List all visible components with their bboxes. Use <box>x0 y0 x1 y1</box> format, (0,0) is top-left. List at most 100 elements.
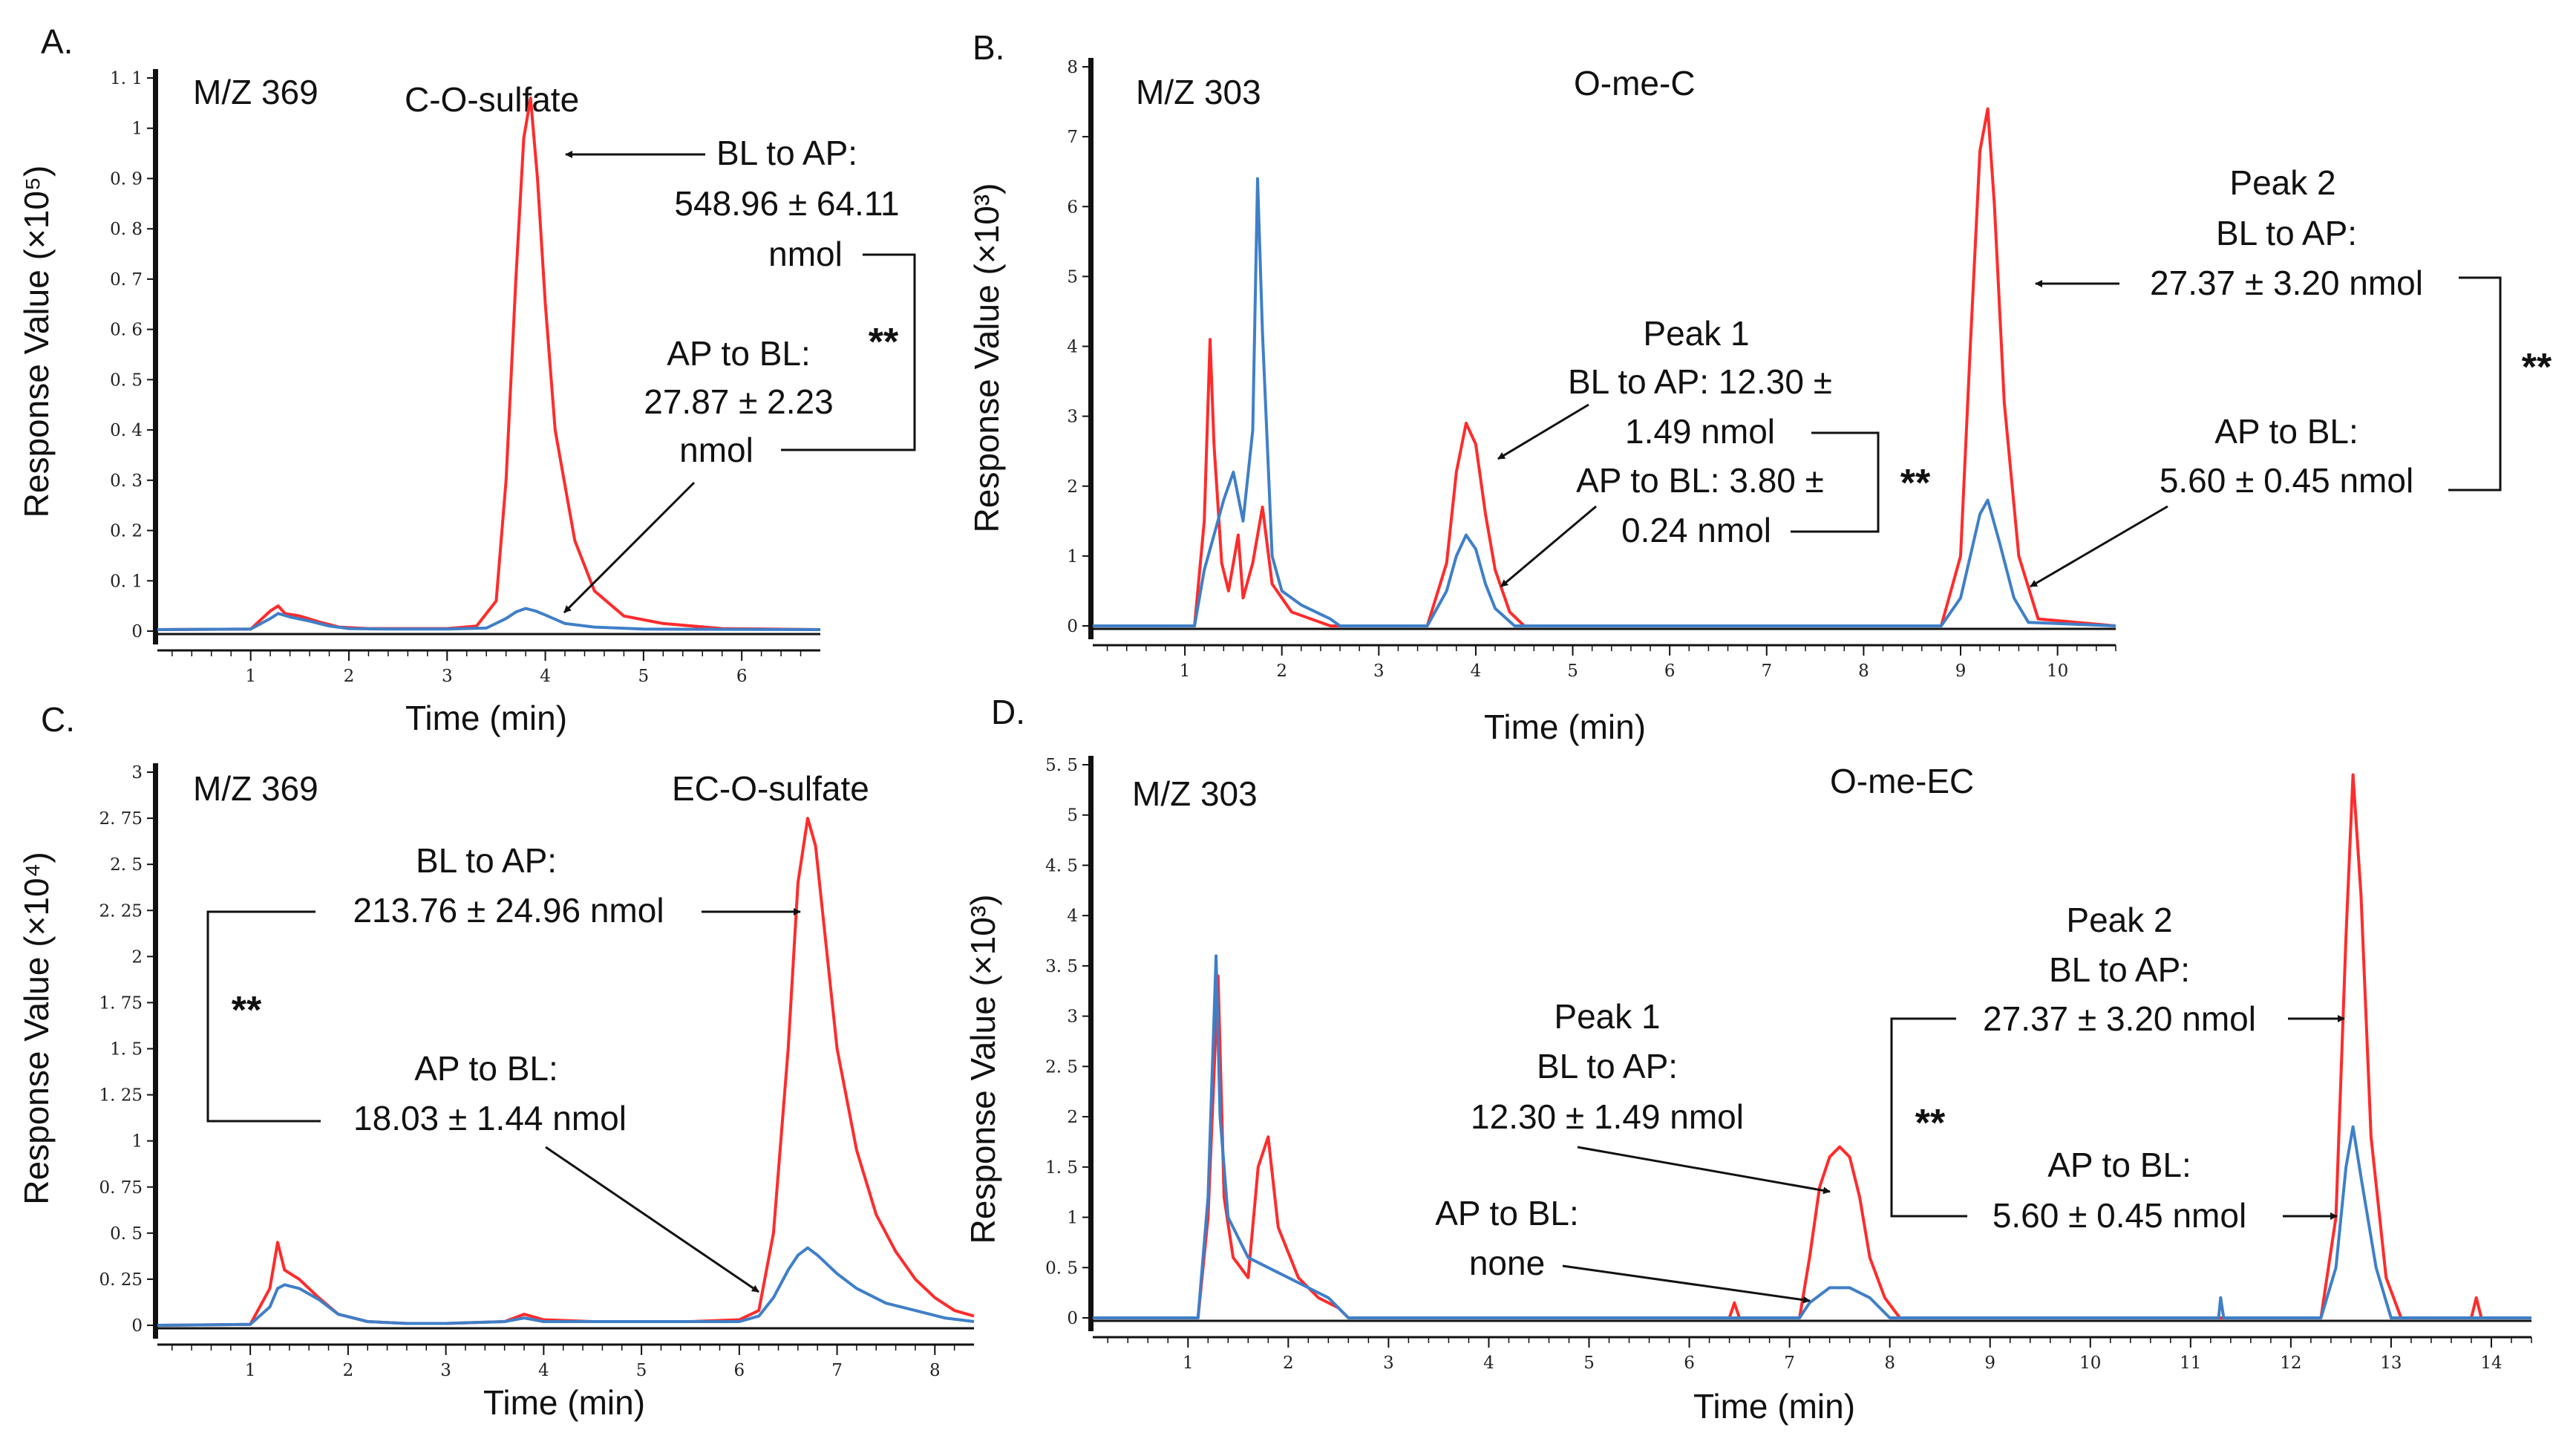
panel-d-y-tick-label: 0 <box>1067 1309 1078 1328</box>
panel-d-peak1-bl-line1: BL to AP: <box>1537 1047 1678 1085</box>
panel-b-peak1-arrow-ap <box>1500 505 1597 588</box>
panel-b-x-tick-label: 4 <box>1471 662 1482 681</box>
panel-b-y-tick-label: 5 <box>1067 267 1078 287</box>
panel-c-x-tick-label: 2 <box>343 1361 354 1380</box>
panel-c-ann-ap-line1: AP to BL: <box>414 1049 558 1088</box>
panel-d-y-tick-label: 5. 5 <box>1045 756 1078 775</box>
panel-b-x-tick-label: 2 <box>1276 662 1287 681</box>
panel-b-x-tick-label: 7 <box>1761 662 1772 681</box>
panel-a-label: A. <box>41 22 73 61</box>
panel-d-peak1-label: Peak 1 <box>1554 997 1660 1036</box>
panel-d-x-tick-label: 8 <box>1884 1354 1895 1373</box>
panel-d-peak2: Peak 2 BL to AP: 27.37 ± 3.20 nmol AP to… <box>1890 901 2345 1235</box>
panel-c-ann-bl-line1: BL to AP: <box>416 841 557 880</box>
panel-c-y-tick-label: 0. 5 <box>110 1224 143 1244</box>
panel-a-x-tick-label: 3 <box>442 667 453 686</box>
panel-d-plot <box>1093 773 2531 1319</box>
panel-c-y-tick-label: 2 <box>131 947 143 967</box>
panel-a-series-bl-to-ap <box>157 97 821 631</box>
panel-a-arrow-ap-bl <box>563 481 696 614</box>
panel-c-ann: BL to AP: 213.76 ± 24.96 nmol AP to BL: … <box>206 841 801 1293</box>
panel-d-peak1: Peak 1 BL to AP: 12.30 ± 1.49 nmol AP to… <box>1435 997 1831 1304</box>
panel-b-title: O-me-C <box>1574 64 1696 102</box>
panel-d-x-tick-label: 14 <box>2480 1354 2502 1373</box>
panel-c-x-tick-label: 7 <box>831 1361 843 1380</box>
panel-d-x-tick-label: 1 <box>1183 1354 1194 1373</box>
panel-a-y-tick-label: 1 <box>131 120 143 139</box>
panel-b-x-tick-label: 3 <box>1373 662 1385 681</box>
panel-a-x-tick-label: 2 <box>344 667 355 686</box>
panel-a-ann-bl-ap-line1: BL to AP: <box>716 134 857 172</box>
panel-b: B. M/Z 303 O-me-C Time (min) Response Va… <box>967 28 2552 746</box>
panel-b-y-tick-label: 2 <box>1067 477 1078 497</box>
panel-b-peak2-ap-line1: AP to BL: <box>2214 412 2358 451</box>
panel-a-ann-ap-bl-line3: nmol <box>679 431 753 469</box>
panel-b-plot <box>1093 107 2116 627</box>
panel-d-peak1-bl-line2: 12.30 ± 1.49 nmol <box>1471 1097 1744 1136</box>
panel-b-peak1-significance: ** <box>1900 462 1931 505</box>
panel-d-x-tick-label: 9 <box>1984 1354 1995 1373</box>
panel-a-y-tick-label: 0. 4 <box>110 421 143 440</box>
panel-d-peak1-ap-line1: AP to BL: <box>1435 1194 1579 1232</box>
panel-d-x-tick-label: 5 <box>1583 1354 1595 1373</box>
panel-d-series-ap-to-bl <box>1093 954 2531 1319</box>
panel-b-peak2-bracket <box>2448 276 2502 492</box>
panel-c-arrow-ap <box>545 1146 759 1293</box>
panel-d-series-bl-to-ap <box>1093 773 2531 1319</box>
panel-b-peak1-bracket <box>1791 431 1880 533</box>
panel-d-peak2-ap-line2: 5.60 ± 0.45 nmol <box>1993 1196 2246 1235</box>
panel-b-peak1-label: Peak 1 <box>1643 314 1749 353</box>
panel-b-x-tick-label: 10 <box>2047 662 2068 681</box>
panel-d-title: O-me-EC <box>1830 762 1974 800</box>
panel-b-y-tick-label: 8 <box>1067 58 1078 77</box>
panel-c-axes: 0 0. 25 0. 5 0. 75 1 1. 25 1. 5 1. 75 2 2. 25 2. 5… <box>99 763 974 1380</box>
panel-c-ann-ap-line2: 18.03 ± 1.44 nmol <box>353 1099 627 1137</box>
panel-a-plot <box>157 97 821 631</box>
panel-d-y-tick-label: 1 <box>1067 1209 1078 1228</box>
panel-a-y-tick-label: 0. 7 <box>110 270 143 290</box>
panel-d-axes: 00. 511. 522. 533. 544. 555. 51 2 3 4 5 6 7 8 9 1… <box>1045 756 2532 1373</box>
panel-c-y-tick-label: 0. 75 <box>99 1178 143 1198</box>
panel-d-y-tick-label: 4 <box>1067 907 1078 926</box>
panel-b-series-ap-to-bl <box>1093 177 2116 627</box>
panel-d-significance: ** <box>1915 1102 1946 1145</box>
panel-c-y-tick-label: 1. 75 <box>99 993 143 1013</box>
panel-a-ylabel: Response Value (×10⁵) <box>17 166 56 518</box>
panel-b-x-tick-label: 5 <box>1567 662 1578 681</box>
panel-a-significance: ** <box>869 321 899 364</box>
panel-a-ann-bl-ap-line3: nmol <box>768 235 843 273</box>
panel-c-y-tick-label: 1. 5 <box>110 1040 143 1059</box>
panel-b-peak2-bl-line1: BL to AP: <box>2216 214 2357 252</box>
panel-d-x-tick-label: 2 <box>1283 1354 1294 1373</box>
panel-c-y-tick-label: 3 <box>131 763 143 783</box>
panel-d-y-tick-label: 1. 5 <box>1045 1158 1078 1178</box>
panel-b-y-tick-label: 6 <box>1067 197 1078 217</box>
panel-b-peak1-bl-line1: BL to AP: 12.30 ± <box>1568 362 1832 401</box>
panel-d-y-tick-label: 3. 5 <box>1045 957 1078 976</box>
panel-d-xlabel: Time (min) <box>1693 1387 1855 1426</box>
panel-a-bracket <box>781 253 916 451</box>
panel-b-peak1-ap-line1: AP to BL: 3.80 ± <box>1576 461 1824 500</box>
panel-c-mz: M/Z 369 <box>193 769 318 808</box>
panel-d-peak1-arrow-ap <box>1562 1264 1811 1304</box>
panel-d-x-tick-label: 6 <box>1684 1354 1695 1373</box>
panel-c-significance: ** <box>232 989 262 1032</box>
panel-d-y-tick-label: 2. 5 <box>1045 1057 1078 1077</box>
panel-a-x-tick-label: 6 <box>736 667 748 686</box>
panel-a-y-axis-line <box>153 69 158 644</box>
panel-c-y-tick-label: 0 <box>131 1316 143 1336</box>
panel-b-y-axis-line <box>1088 58 1094 639</box>
panel-a-y-tick-label: 0 <box>131 622 143 641</box>
panel-c-y-tick-label: 2. 5 <box>110 855 143 875</box>
panel-b-y-tick-label: 4 <box>1067 338 1078 357</box>
panel-c-ylabel: Response Value (×10⁴) <box>17 852 56 1204</box>
panel-b-y-tick-label: 7 <box>1067 128 1078 147</box>
panel-c-plot <box>157 817 975 1327</box>
panel-d-y-axis-line <box>1088 756 1094 1331</box>
panel-b-peak1-ap-line2: 0.24 nmol <box>1621 511 1771 549</box>
panel-d-peak2-label: Peak 2 <box>2066 901 2172 939</box>
panel-d-y-tick-label: 4. 5 <box>1045 856 1078 875</box>
panel-d-ylabel: Response Value (×10³) <box>964 895 1002 1244</box>
panel-d-peak2-ap-line1: AP to BL: <box>2047 1146 2191 1184</box>
panel-a-y-tick-label: 0. 9 <box>110 169 143 189</box>
